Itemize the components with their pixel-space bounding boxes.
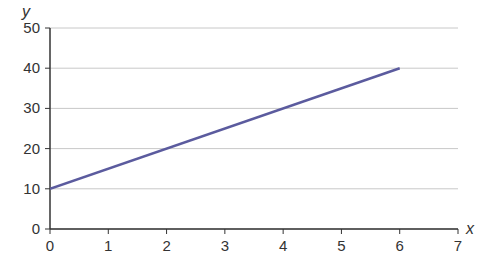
x-tick-label: 0 [46,237,54,254]
x-tick-label: 7 [454,237,462,254]
y-tick-label: 20 [23,140,40,157]
y-tick-label: 0 [32,220,40,237]
x-tick-label: 2 [162,237,170,254]
y-tick-label: 10 [23,180,40,197]
plot-area [50,68,400,189]
grid-line [50,229,458,230]
y-axis-label: y [21,3,31,20]
grid-line [50,188,458,189]
x-tick-label: 4 [279,237,287,254]
chart-svg: 0 10 20 30 40 50 0 1 2 3 4 5 6 7 y x [0,0,487,271]
y-tick-label: 40 [23,59,40,76]
x-tick-label: 5 [337,237,345,254]
y-tick-label: 30 [23,99,40,116]
grid-line [50,148,458,149]
x-axis [50,228,458,230]
chart-container: 0 10 20 30 40 50 0 1 2 3 4 5 6 7 y x [0,0,487,271]
y-axis [49,28,51,229]
y-tick-label: 50 [23,19,40,36]
x-tick-label: 6 [396,237,404,254]
x-tick-label: 3 [221,237,229,254]
grid-line [50,28,458,29]
grid-line [50,108,458,109]
x-axis-label: x [465,220,475,237]
data-line [50,68,400,189]
x-tick-label: 1 [104,237,112,254]
